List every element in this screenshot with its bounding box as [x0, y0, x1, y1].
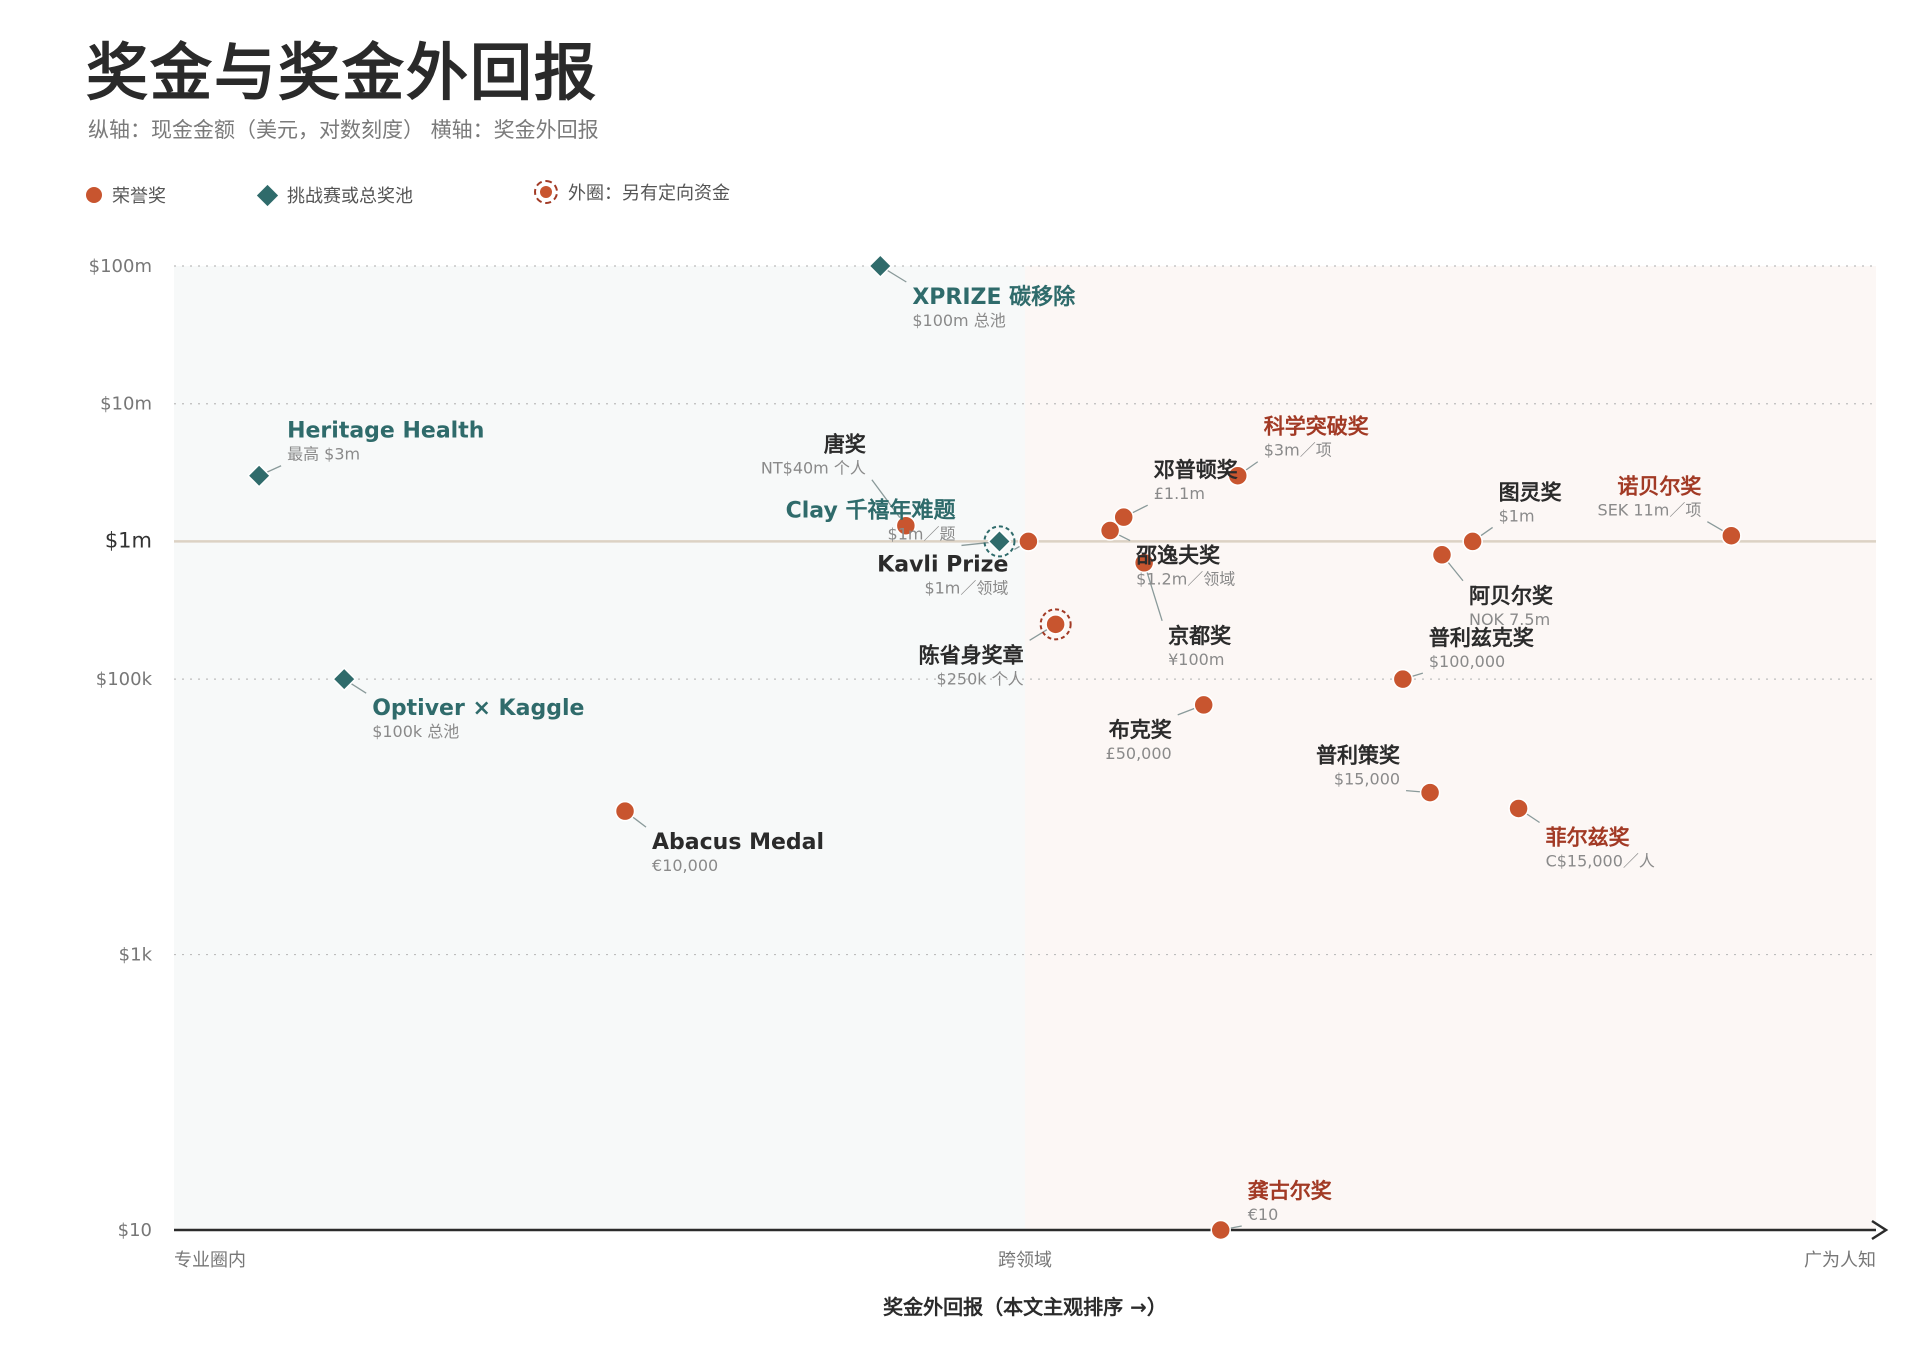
point-label: 图灵奖 [1499, 480, 1563, 504]
x-tick-label: 专业圈内 [174, 1250, 246, 1271]
point-label: 邵逸夫奖 [1135, 544, 1221, 568]
point-marker-honor [1099, 520, 1121, 541]
point-marker-challenge [332, 667, 357, 692]
point-marker-honor [1419, 782, 1441, 803]
x-tick-label: 跨领域 [998, 1250, 1052, 1271]
y-tick-label: $1k [119, 945, 153, 966]
legend-item-ring: 外圈：另有定向资金 [534, 179, 730, 205]
point-label: Optiver × Kaggle [372, 696, 584, 721]
point-sublabel: NT$40m 个人 [761, 459, 866, 478]
point-marker-challenge [868, 253, 893, 279]
point-label: Abacus Medal [652, 830, 824, 855]
point-sublabel: $250k 个人 [937, 669, 1024, 688]
point-label: Heritage Health [287, 419, 484, 444]
legend-item-honor: 荣誉奖 [86, 182, 166, 208]
point-label: 菲尔兹奖 [1546, 825, 1631, 849]
y-tick-label: $1m [105, 528, 152, 552]
y-tick-label: $100m [89, 256, 152, 277]
point-sublabel: $1m [1499, 506, 1535, 525]
point-sublabel: $100m 总池 [912, 311, 1005, 330]
point-sublabel: C$15,000／人 [1546, 851, 1655, 870]
point-marker-honor [895, 515, 917, 536]
point-label: 阿贝尔奖 [1469, 584, 1554, 608]
point-label: 普利兹克奖 [1429, 626, 1535, 650]
point-label: 诺贝尔奖 [1617, 475, 1702, 499]
point-marker-honor [1133, 552, 1155, 574]
point-label: XPRIZE 碳移除 [912, 284, 1076, 310]
x-tick-label: 广为人知 [1804, 1250, 1876, 1271]
point-sublabel: $1.2m／领域 [1136, 570, 1235, 589]
point-sublabel: NOK 7.5m [1469, 610, 1550, 629]
point-sublabel: SEK 11m／项 [1598, 501, 1702, 520]
point-marker-honor [1113, 506, 1134, 528]
legend-label: 外圈：另有定向资金 [568, 183, 730, 204]
circle-marker-icon [86, 187, 102, 203]
point-label: 邓普顿奖 [1154, 458, 1239, 482]
point-marker-honor [614, 800, 636, 822]
point-marker-challenge [247, 463, 272, 488]
point-sublabel: €10 [1248, 1205, 1279, 1224]
point-label: 唐奖 [824, 433, 867, 457]
point-marker-honor [1193, 694, 1214, 716]
page-title: 奖金与奖金外回报 [86, 36, 599, 109]
legend-item-challenge: 挑战赛或总奖池 [256, 182, 413, 208]
point-marker-honor [1431, 544, 1453, 566]
y-tick-label: $10 [118, 1220, 152, 1241]
point-label: 陈省身奖章 [919, 643, 1024, 667]
point-marker-honor [1227, 465, 1248, 486]
ring-marker [983, 525, 1016, 558]
point-label: 布克奖 [1109, 718, 1173, 742]
point-sublabel: £1.1m [1154, 484, 1205, 503]
point-marker-honor [1721, 525, 1742, 546]
point-marker-honor [1462, 531, 1483, 552]
point-marker-honor [1018, 531, 1039, 552]
point-marker-challenge [987, 529, 1012, 554]
point-label: 龚古尔奖 [1248, 1179, 1333, 1203]
legend: 荣誉奖 挑战赛或总奖池 外圈：另有定向资金 [86, 179, 986, 212]
point-label: Clay 千禧年难题 [786, 497, 957, 523]
point-sublabel: £50,000 [1106, 744, 1172, 763]
point-label: 科学突破奖 [1264, 415, 1370, 439]
plot-bg-right [1025, 266, 1876, 1230]
y-tick-label: $10m [100, 394, 152, 415]
point-label: Kavli Prize [877, 552, 1008, 577]
point-marker-honor [1508, 798, 1529, 819]
point-sublabel: $15,000 [1334, 770, 1400, 789]
point-sublabel: 最高 $3m [287, 445, 360, 464]
plot-bg-left [174, 266, 1025, 1230]
point-label: 普利策奖 [1316, 744, 1401, 768]
legend-label: 荣誉奖 [112, 186, 166, 207]
point-sublabel: $100,000 [1429, 652, 1505, 671]
point-marker-honor [1045, 614, 1066, 635]
point-sublabel: $1m／领域 [924, 578, 1008, 597]
point-sublabel: $1m／题 [888, 524, 956, 543]
point-sublabel: $3m／项 [1264, 441, 1332, 460]
point-label: 京都奖 [1168, 624, 1232, 648]
ring-marker-icon [534, 180, 558, 204]
x-axis-arrow [1871, 1219, 1889, 1241]
point-marker-honor [1392, 668, 1414, 690]
point-sublabel: $100k 总池 [372, 722, 459, 741]
page-subtitle: 纵轴：现金金额（美元，对数刻度） 横轴：奖金外回报 [88, 118, 599, 142]
legend-label: 挑战赛或总奖池 [287, 186, 413, 207]
point-marker-honor [1210, 1219, 1231, 1241]
x-axis-title: 奖金外回报（本文主观排序 →） [883, 1295, 1167, 1319]
point-sublabel: ¥100m [1168, 650, 1224, 669]
y-tick-label: $100k [96, 669, 153, 690]
ring-marker [1039, 608, 1072, 641]
point-sublabel: €10,000 [652, 856, 718, 875]
